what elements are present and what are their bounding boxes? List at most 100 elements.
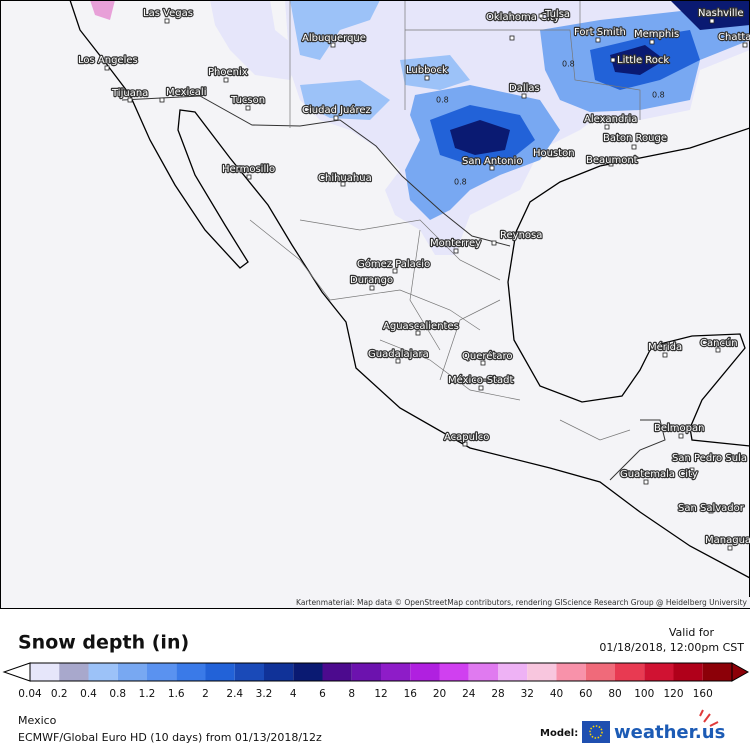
state-border: [249, 0, 641, 441]
colorbar-label: 100: [634, 688, 654, 700]
model-label: Model:: [540, 728, 578, 739]
city-label: San Pedro Sula: [672, 453, 747, 464]
city-label: Houston: [533, 148, 575, 159]
city-dot: [742, 42, 748, 48]
city-dot: [246, 174, 252, 180]
city-label: Tucson: [230, 95, 265, 106]
colorbar-label: 120: [663, 688, 683, 700]
city-dot: [392, 268, 398, 274]
country-border: [121, 95, 666, 481]
city-dot: [610, 57, 616, 63]
coastline: [69, 0, 750, 579]
colorbar-label: 6: [319, 688, 326, 700]
city-label: Dallas: [509, 83, 540, 94]
city-dot: [489, 165, 495, 171]
contour-label: 0.8: [562, 60, 575, 69]
city-label: México-Stadt: [448, 374, 513, 386]
colorbar-box: [381, 663, 411, 681]
region: Mexico: [18, 714, 57, 727]
city-label: Albuquerque: [302, 33, 366, 44]
colorbar-box: [117, 663, 147, 681]
city-dot: [223, 77, 229, 83]
colorbar-box: [176, 663, 206, 681]
colorbar-box: [147, 663, 177, 681]
city-dot: [709, 18, 715, 24]
city-label: Hermosillo: [222, 164, 275, 175]
colorbar-label: 24: [462, 688, 476, 700]
city-label: Durango: [350, 275, 393, 286]
colorbar-box: [410, 663, 440, 681]
colorbar-box: [234, 663, 264, 681]
colorbar: 0.04 0.2 0.4 0.8 1.2 1.6 2 2.4 3.2 4 6 8 12 16 20 24 28 3…: [2, 662, 750, 700]
valid-label: Valid for: [669, 626, 715, 639]
city-dot: [715, 347, 721, 353]
city-dot: [689, 467, 695, 473]
city-dot: [509, 35, 515, 41]
city-dot: [127, 97, 133, 103]
city-label: Guatemala City: [620, 469, 698, 480]
colorbar-frame: [29, 662, 733, 682]
city-dot: [604, 124, 610, 130]
contour-label: 0.8: [652, 91, 665, 100]
model-run: ECMWF/Global Euro HD (10 days) from 01/1…: [18, 731, 322, 744]
city-dot: [480, 360, 486, 366]
colorbar-label: 0.04: [18, 688, 42, 700]
city-label: Aguascalientes: [383, 321, 459, 332]
city-dot: [415, 330, 421, 336]
colorbar-box: [59, 663, 89, 681]
colorbar-box: [439, 663, 469, 681]
valid-time: 01/18/2018, 12:00pm CST: [599, 641, 744, 654]
city-label: Phoenix: [208, 67, 248, 78]
colorbar-arrow-left: [2, 662, 31, 682]
colorbar-label: 32: [521, 688, 534, 700]
colorbar-box: [585, 663, 615, 681]
colorbar-box: [673, 663, 703, 681]
eu-stars: [589, 725, 603, 739]
colorbar-box: [468, 663, 498, 681]
colorbar-label: 3.2: [256, 688, 273, 700]
brand-rays: [699, 709, 719, 727]
colorbar-box: [644, 663, 674, 681]
city-dot: [340, 181, 346, 187]
brand: weather.us: [614, 722, 725, 743]
city-dot: [662, 352, 668, 358]
colorbar-label: 12: [374, 688, 387, 700]
colorbar-label: 40: [550, 688, 563, 700]
city-label: Acapulco: [444, 432, 489, 443]
city-dot: [521, 93, 527, 99]
attribution: Kartenmaterial: Map data © OpenStreetMap…: [296, 598, 748, 607]
city-label: Fort Smith: [574, 27, 626, 38]
colorbar-label: 8: [348, 688, 355, 700]
city-dot: [549, 152, 555, 158]
city-label: San Salvador: [678, 503, 745, 514]
city-dot: [333, 115, 339, 121]
city-dot: [104, 65, 110, 71]
city-label: Alexandria: [584, 114, 637, 125]
city-label: Belmopan: [654, 423, 704, 434]
colorbar-label: 1.2: [139, 688, 156, 700]
city-label: Guadalajara: [368, 349, 429, 360]
colorbar-arrow-right: [731, 662, 750, 682]
colorbar-label: 80: [608, 688, 621, 700]
city-label: Reynosa: [500, 230, 542, 241]
colorbar-box: [30, 663, 60, 681]
city-dot: [453, 248, 459, 254]
city-label: Monterrey: [430, 238, 481, 249]
city-dot: [424, 75, 430, 81]
colorbar-box: [293, 663, 323, 681]
colorbar-box: [351, 663, 381, 681]
city-label: Little Rock: [617, 55, 669, 66]
contour-label: 0.8: [436, 96, 449, 105]
colorbar-box: [702, 663, 732, 681]
city-label: Lubbock: [406, 65, 448, 76]
city-label: Chihuahua: [318, 173, 372, 184]
city-label: Mérida: [648, 341, 682, 353]
city-label: Los Angeles: [78, 55, 138, 66]
colorbar-box: [322, 663, 352, 681]
colorbar-label: 160: [693, 688, 713, 700]
colorbar-box: [88, 663, 118, 681]
eu-flag: [582, 721, 610, 743]
colorbar-label: 20: [433, 688, 446, 700]
